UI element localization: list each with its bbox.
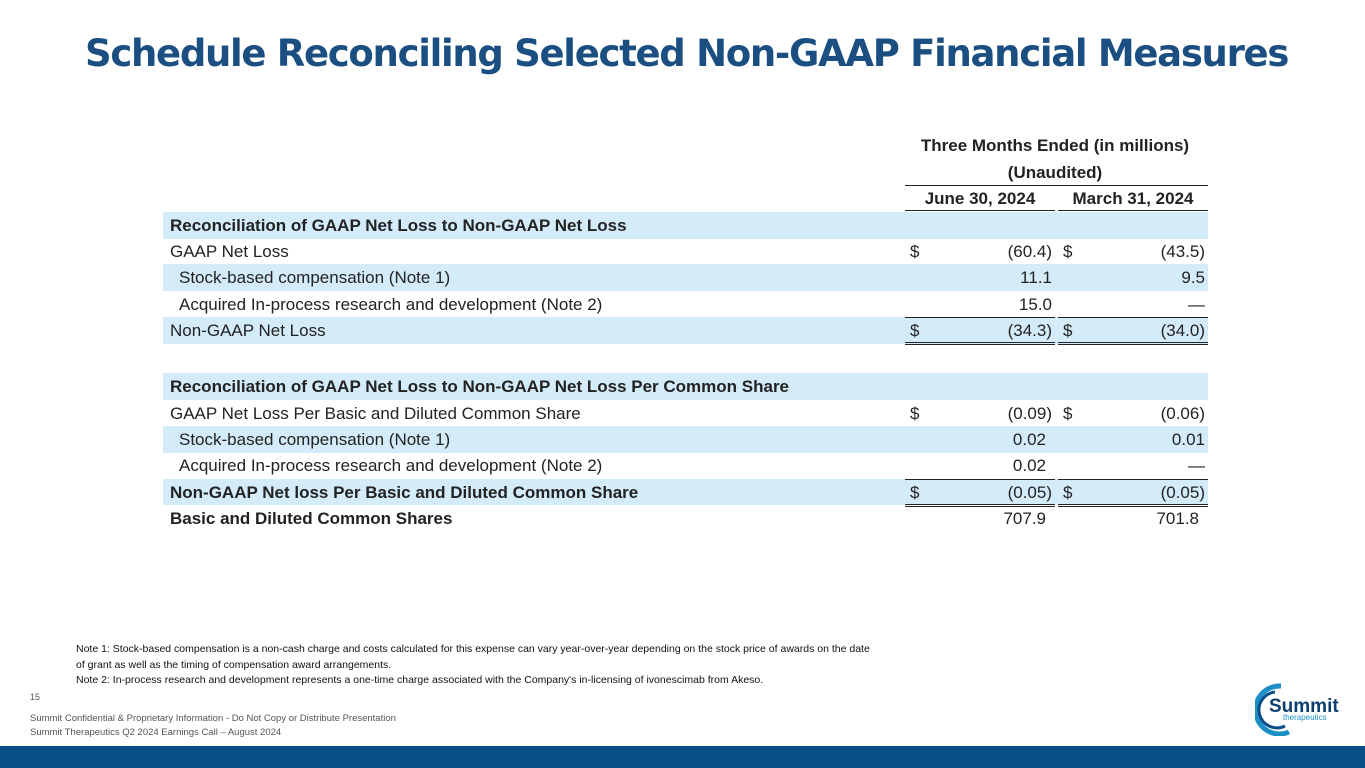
amount: — [1188, 294, 1205, 314]
amount: (60.4) [1007, 242, 1052, 261]
table-row: GAAP Net Loss Per Basic and Diluted Comm… [163, 400, 1208, 427]
table-row: Acquired In-process research and develop… [163, 452, 1208, 479]
amount: (34.3) [1007, 321, 1052, 340]
amount: 11.1 [1020, 268, 1052, 287]
page-number: 15 [30, 692, 41, 702]
heading-text: Reconciliation of GAAP Net Loss to Non-G… [170, 377, 790, 396]
currency: $ [1063, 242, 1073, 261]
logo-arc [1255, 683, 1290, 736]
footer-line: Summit Confidential & Proprietary Inform… [30, 713, 396, 724]
table-row: Stock-based compensation (Note 1) 11.1 9… [163, 264, 1208, 291]
amount: 701.8 [1156, 509, 1199, 528]
amount: (34.0) [1160, 321, 1205, 340]
column-header: June 30, 2024 [924, 189, 1036, 208]
section-heading: Reconciliation of GAAP Net Loss to Non-G… [163, 212, 1208, 239]
logo: Summit therapeutics [1255, 683, 1339, 736]
amount: (0.05) [1007, 482, 1052, 502]
column-rule [905, 210, 1055, 211]
period-header: Three Months Ended (in millions) [920, 136, 1190, 155]
row-label: GAAP Net Loss Per Basic and Diluted Comm… [170, 403, 581, 423]
total-rule [905, 317, 1055, 345]
table-row: Stock-based compensation (Note 1) 0.02 0… [163, 426, 1208, 453]
row-label: Non-GAAP Net Loss [170, 321, 326, 340]
note: Note 1: Stock-based compensation is a no… [76, 643, 870, 671]
amount: 15.0 [1018, 294, 1052, 314]
row-label: Stock-based compensation (Note 1) [179, 430, 451, 449]
status-header: (Unaudited) [1007, 163, 1103, 182]
currency: $ [1063, 482, 1073, 502]
amount: 9.5 [1181, 268, 1205, 287]
currency: $ [910, 321, 920, 340]
row-label: Acquired In-process research and develop… [179, 294, 603, 314]
total-row: Non-GAAP Net Loss $ (34.3) $ (34.0) [163, 317, 1208, 345]
footer-line: Summit Therapeutics Q2 2024 Earnings Cal… [30, 727, 282, 738]
logo-name: Summit [1269, 696, 1339, 717]
amount: (43.5) [1160, 242, 1205, 261]
row-label: Acquired In-process research and develop… [179, 456, 603, 475]
currency: $ [1063, 321, 1073, 340]
amount: (0.06) [1160, 403, 1205, 423]
column-header: March 31, 2024 [1072, 189, 1194, 208]
total-rule [1058, 478, 1208, 507]
note: Note 2: In-process research and developm… [76, 674, 764, 686]
currency: $ [910, 482, 920, 502]
currency: $ [1063, 403, 1073, 423]
logo-tagline: therapeutics [1283, 713, 1327, 722]
amount: 0.02 [1012, 430, 1046, 449]
amount: — [1188, 456, 1205, 475]
total-rule [1058, 317, 1208, 345]
logo-arc [1257, 690, 1286, 730]
header-rule [905, 185, 1208, 186]
amount: (0.05) [1160, 482, 1205, 502]
amount: 0.02 [1012, 456, 1046, 475]
amount: 707.9 [1003, 509, 1046, 528]
row-label: Stock-based compensation (Note 1) [179, 268, 451, 287]
amount: 0.01 [1171, 430, 1205, 449]
column-rule [1058, 210, 1208, 211]
total-rule [905, 478, 1055, 507]
row-label: GAAP Net Loss [170, 242, 289, 261]
title: Schedule Reconciling Selected Non-GAAP F… [85, 32, 1289, 75]
total-row: Non-GAAP Net loss Per Basic and Diluted … [163, 478, 1208, 507]
currency: $ [910, 242, 920, 261]
table-row: Basic and Diluted Common Shares 707.9 70… [163, 505, 1208, 532]
row-label: Basic and Diluted Common Shares [170, 509, 453, 528]
table-row: GAAP Net Loss $ (60.4) $ (43.5) [163, 238, 1208, 265]
section-heading: Reconciliation of GAAP Net Loss to Non-G… [163, 373, 1208, 400]
currency: $ [910, 403, 920, 423]
footer-bar [0, 746, 1365, 768]
table-row: Acquired In-process research and develop… [163, 291, 1208, 318]
amount: (0.09) [1007, 403, 1052, 423]
row-label: Non-GAAP Net loss Per Basic and Diluted … [170, 482, 639, 502]
heading-text: Reconciliation of GAAP Net Loss to Non-G… [170, 216, 627, 235]
